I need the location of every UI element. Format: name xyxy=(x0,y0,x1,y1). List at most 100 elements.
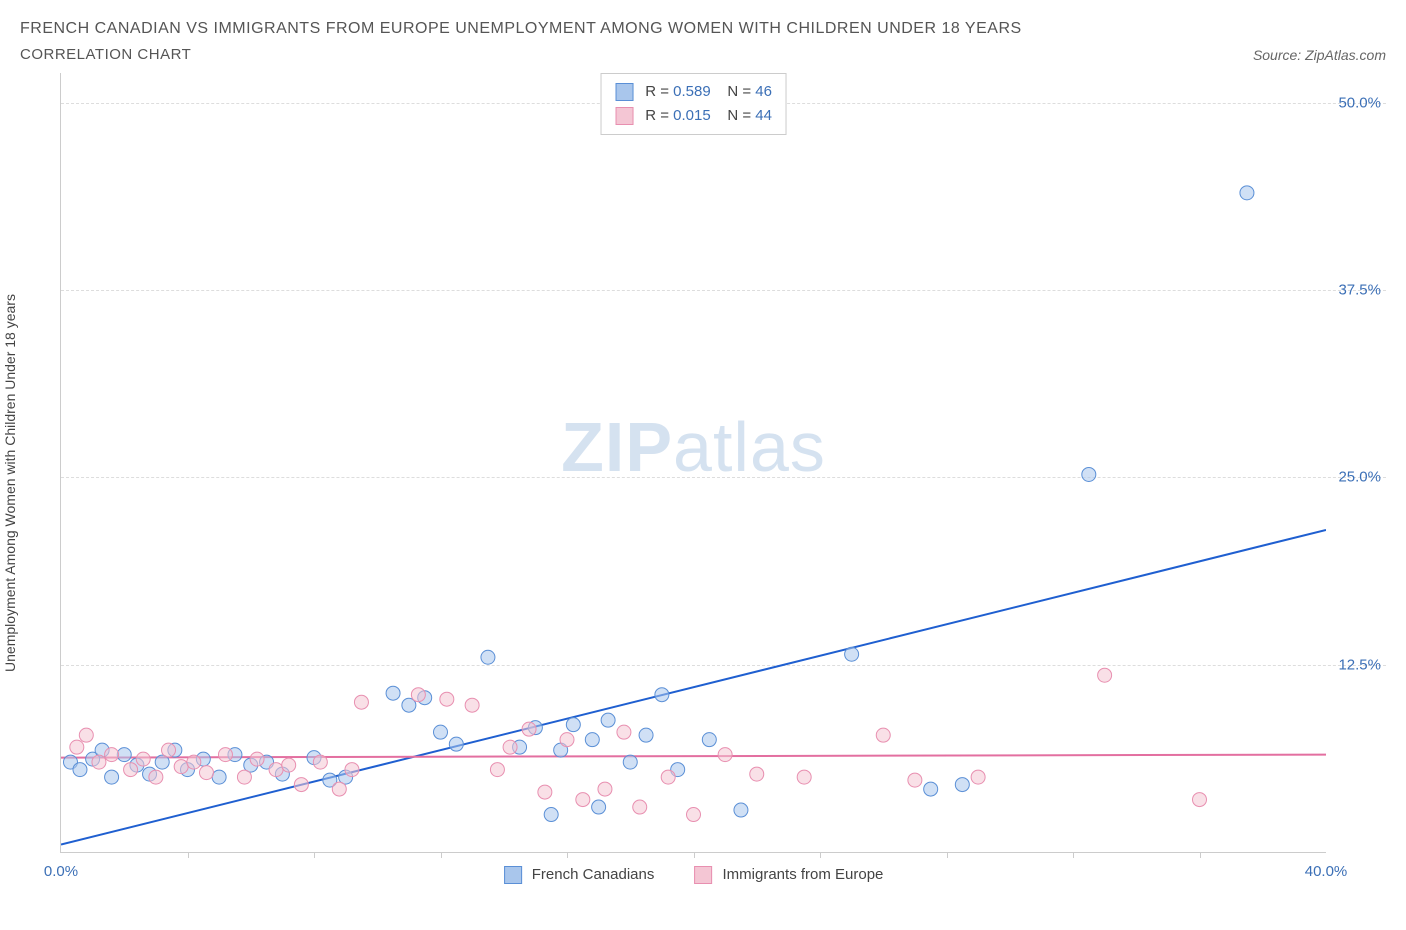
x-minor-tick xyxy=(314,852,315,858)
data-point xyxy=(449,737,463,751)
data-point xyxy=(481,650,495,664)
x-minor-tick xyxy=(441,852,442,858)
data-point xyxy=(576,793,590,807)
source-attribution: Source: ZipAtlas.com xyxy=(1253,47,1386,63)
data-point xyxy=(117,748,131,762)
data-point xyxy=(845,647,859,661)
data-point xyxy=(522,722,536,736)
data-point xyxy=(124,763,138,777)
data-point xyxy=(544,808,558,822)
data-point xyxy=(1098,668,1112,682)
y-tick-label: 37.5% xyxy=(1338,282,1381,299)
legend-swatch-1 xyxy=(694,866,712,884)
trend-line xyxy=(61,530,1326,845)
data-point xyxy=(345,763,359,777)
title-row: CORRELATION CHART Source: ZipAtlas.com xyxy=(20,46,1386,63)
data-point xyxy=(174,760,188,774)
data-point xyxy=(908,773,922,787)
data-point xyxy=(585,733,599,747)
x-minor-tick xyxy=(567,852,568,858)
x-minor-tick xyxy=(1073,852,1074,858)
data-point xyxy=(313,755,327,769)
stats-r-label-1: R = xyxy=(645,107,669,124)
data-point xyxy=(386,686,400,700)
stats-r-label-0: R = xyxy=(645,83,669,100)
data-point xyxy=(490,763,504,777)
data-point xyxy=(149,770,163,784)
data-point xyxy=(92,755,106,769)
stats-n-value-0: 46 xyxy=(755,83,772,100)
stats-row-1: R = 0.015 N = 44 xyxy=(615,104,772,128)
legend-item-0: French Canadians xyxy=(504,866,655,884)
stats-row-0: R = 0.589 N = 46 xyxy=(615,80,772,104)
data-point xyxy=(503,740,517,754)
correlation-chart: Unemployment Among Women with Children U… xyxy=(20,73,1386,893)
data-point xyxy=(282,758,296,772)
x-minor-tick xyxy=(694,852,695,858)
data-point xyxy=(1193,793,1207,807)
data-point xyxy=(655,688,669,702)
stats-swatch-1 xyxy=(615,107,633,125)
data-point xyxy=(955,778,969,792)
stats-n-label-0: N = xyxy=(727,83,751,100)
x-minor-tick xyxy=(947,852,948,858)
data-point xyxy=(332,782,346,796)
data-point xyxy=(199,766,213,780)
data-point xyxy=(623,755,637,769)
data-point xyxy=(734,803,748,817)
data-point xyxy=(797,770,811,784)
x-minor-tick xyxy=(188,852,189,858)
legend-swatch-0 xyxy=(504,866,522,884)
stats-n-label-1: N = xyxy=(727,107,751,124)
stats-box: R = 0.589 N = 46 R = 0.015 N = 44 xyxy=(600,73,787,135)
data-point xyxy=(136,752,150,766)
plot-area: ZIPatlas R = 0.589 N = 46 R = 0.015 N = … xyxy=(60,73,1326,853)
data-point xyxy=(639,728,653,742)
data-point xyxy=(187,755,201,769)
data-point xyxy=(294,778,308,792)
data-point xyxy=(1240,186,1254,200)
data-point xyxy=(105,770,119,784)
data-point xyxy=(162,743,176,757)
y-tick-label: 12.5% xyxy=(1338,656,1381,673)
data-point xyxy=(269,763,283,777)
data-point xyxy=(538,785,552,799)
data-point xyxy=(718,748,732,762)
data-point xyxy=(560,733,574,747)
data-point xyxy=(105,748,119,762)
data-point xyxy=(237,770,251,784)
data-point xyxy=(566,718,580,732)
data-point xyxy=(592,800,606,814)
data-point xyxy=(598,782,612,796)
x-minor-tick xyxy=(820,852,821,858)
y-axis-label: Unemployment Among Women with Children U… xyxy=(2,294,18,672)
data-point xyxy=(250,752,264,766)
data-point xyxy=(440,692,454,706)
data-point xyxy=(750,767,764,781)
data-point xyxy=(212,770,226,784)
stats-r-value-0: 0.589 xyxy=(673,83,711,100)
data-point xyxy=(687,808,701,822)
legend-label-0: French Canadians xyxy=(532,866,655,883)
data-point xyxy=(465,698,479,712)
data-point xyxy=(661,770,675,784)
x-minor-tick xyxy=(1200,852,1201,858)
x-tick-label: 40.0% xyxy=(1305,863,1348,880)
x-tick-label: 0.0% xyxy=(44,863,78,880)
y-tick-label: 25.0% xyxy=(1338,469,1381,486)
data-point xyxy=(70,740,84,754)
legend-label-1: Immigrants from Europe xyxy=(723,866,884,883)
data-point xyxy=(876,728,890,742)
data-point xyxy=(218,748,232,762)
data-point xyxy=(633,800,647,814)
legend-item-1: Immigrants from Europe xyxy=(694,866,883,884)
stats-n-value-1: 44 xyxy=(755,107,772,124)
data-point xyxy=(1082,467,1096,481)
chart-title-line1: FRENCH CANADIAN VS IMMIGRANTS FROM EUROP… xyxy=(20,20,1386,38)
stats-swatch-0 xyxy=(615,83,633,101)
legend: French Canadians Immigrants from Europe xyxy=(504,866,884,884)
scatter-svg xyxy=(61,73,1326,852)
data-point xyxy=(434,725,448,739)
y-tick-label: 50.0% xyxy=(1338,94,1381,111)
stats-r-value-1: 0.015 xyxy=(673,107,711,124)
